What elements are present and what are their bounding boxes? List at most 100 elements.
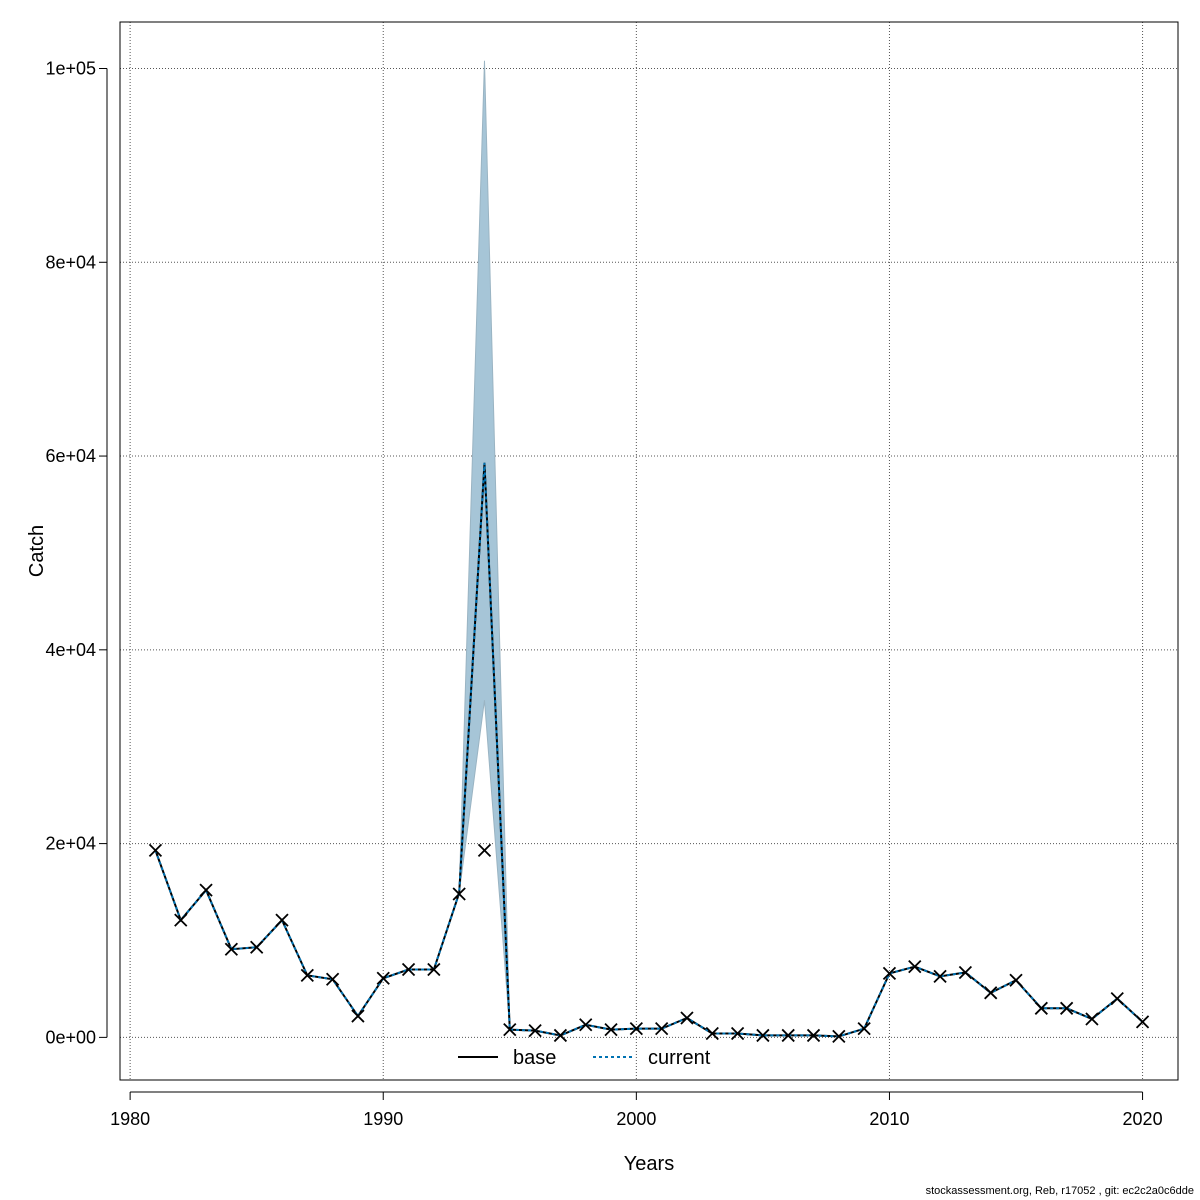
observed-point-stroke <box>1085 1012 1099 1026</box>
legend-label-current: current <box>648 1047 711 1069</box>
grid-lines <box>120 22 1178 1080</box>
observed-point-stroke <box>452 887 466 901</box>
observed-point-stroke <box>325 972 340 986</box>
observed-point-1993 <box>452 887 466 901</box>
observed-point-2016 <box>1034 1001 1048 1015</box>
observed-point-1986 <box>275 913 289 927</box>
observed-point-2012 <box>933 969 947 983</box>
y-tick-label: 0e+00 <box>45 1027 96 1047</box>
observed-point-stroke <box>1009 973 1023 987</box>
observed-point-2011 <box>908 960 922 974</box>
observed-point-stroke <box>401 962 416 977</box>
observed-point-1999 <box>604 1022 618 1037</box>
observed-point-2010 <box>882 966 897 981</box>
observed-point-stroke <box>1034 1001 1048 1015</box>
confidence-band <box>154 60 1143 1037</box>
observed-point-stroke <box>275 913 289 927</box>
observed-point-1998 <box>579 1018 593 1032</box>
observed-point-1988 <box>325 972 340 986</box>
observed-point-2018 <box>1085 1012 1099 1026</box>
axes: 1980 1990 2000 2010 2020 0e+00 2e+04 4e+04 6e+04… <box>45 59 1162 1129</box>
observed-point-1987 <box>300 968 314 982</box>
observed-point-2002 <box>680 1011 694 1025</box>
observed-point-2001 <box>655 1022 669 1036</box>
observed-point-stroke <box>958 965 973 980</box>
series-line-current <box>154 462 1144 1038</box>
observed-point-stroke <box>655 1022 669 1036</box>
observed-point-2006 <box>781 1028 795 1043</box>
legend: base current <box>458 1047 711 1069</box>
observed-point-2019 <box>1110 991 1124 1006</box>
observed-point-stroke <box>933 969 947 983</box>
observed-point-stroke <box>857 1022 871 1036</box>
observed-points <box>148 843 1150 1044</box>
observed-point-stroke <box>376 971 390 985</box>
observed-point-1995 <box>503 1022 517 1037</box>
x-tick-label: 2020 <box>1123 1109 1163 1129</box>
observed-point-2015 <box>1009 973 1023 987</box>
y-tick-label: 8e+04 <box>45 252 96 272</box>
observed-point-stroke <box>806 1028 821 1043</box>
observed-point-stroke <box>705 1026 719 1041</box>
observed-point-1991 <box>401 962 416 977</box>
observed-point-stroke <box>1059 1001 1074 1015</box>
observed-point-stroke <box>984 986 998 1000</box>
observed-point-stroke <box>199 883 213 897</box>
observed-point-stroke <box>477 843 492 858</box>
observed-point-1983 <box>199 883 213 897</box>
footer-attribution: stockassessment.org, Reb, r17052 , git: … <box>925 1185 1194 1197</box>
observed-point-2003 <box>705 1026 719 1041</box>
observed-point-stroke <box>1110 991 1124 1006</box>
observed-point-2009 <box>857 1022 871 1036</box>
observed-point-2000 <box>629 1022 643 1036</box>
observed-point-stroke <box>148 843 163 858</box>
observed-point-stroke <box>503 1022 517 1037</box>
x-tick-label: 1990 <box>363 1109 403 1129</box>
y-tick-label: 6e+04 <box>45 446 96 466</box>
observed-point-stroke <box>553 1028 568 1043</box>
observed-point-stroke <box>756 1028 770 1043</box>
observed-point-stroke <box>579 1018 593 1032</box>
series-lines <box>154 462 1144 1038</box>
plot-frame <box>119 21 1179 1081</box>
observed-point-stroke <box>781 1028 795 1043</box>
observed-point-stroke <box>882 966 897 981</box>
observed-point-2005 <box>756 1028 770 1043</box>
observed-point-stroke <box>528 1023 542 1038</box>
y-tick-label: 4e+04 <box>45 640 96 660</box>
observed-point-2014 <box>984 986 998 1000</box>
observed-point-1984 <box>224 942 239 956</box>
legend-label-base: base <box>513 1047 556 1069</box>
observed-point-stroke <box>629 1022 643 1036</box>
observed-point-2007 <box>806 1028 821 1043</box>
observed-point-1985 <box>250 940 264 954</box>
observed-point-2004 <box>730 1026 745 1041</box>
observed-point-stroke <box>427 962 441 977</box>
x-tick-label: 2010 <box>869 1109 909 1129</box>
observed-point-2013 <box>958 965 973 980</box>
observed-point-stroke <box>908 960 922 974</box>
observed-point-stroke <box>730 1026 745 1041</box>
observed-point-1994 <box>477 843 492 858</box>
y-axis-title: Catch <box>26 525 48 577</box>
observed-point-1990 <box>376 971 390 985</box>
confidence-band-layer <box>154 60 1143 1037</box>
x-tick-label: 2000 <box>616 1109 656 1129</box>
observed-point-stroke <box>832 1029 846 1044</box>
observed-point-stroke <box>680 1011 694 1025</box>
y-tick-label: 2e+04 <box>45 834 96 854</box>
observed-point-1992 <box>427 962 441 977</box>
observed-point-1981 <box>148 843 163 858</box>
observed-point-1989 <box>351 1009 365 1023</box>
observed-point-1997 <box>553 1028 568 1043</box>
observed-point-2017 <box>1059 1001 1074 1015</box>
observed-point-1996 <box>528 1023 542 1038</box>
observed-point-2008 <box>832 1029 846 1044</box>
observed-point-2020 <box>1135 1015 1150 1029</box>
series-line-base <box>154 462 1144 1038</box>
y-tick-label: 1e+05 <box>45 59 96 79</box>
observed-point-1982 <box>174 913 188 927</box>
observed-point-stroke <box>174 913 188 927</box>
observed-point-stroke <box>604 1022 618 1037</box>
